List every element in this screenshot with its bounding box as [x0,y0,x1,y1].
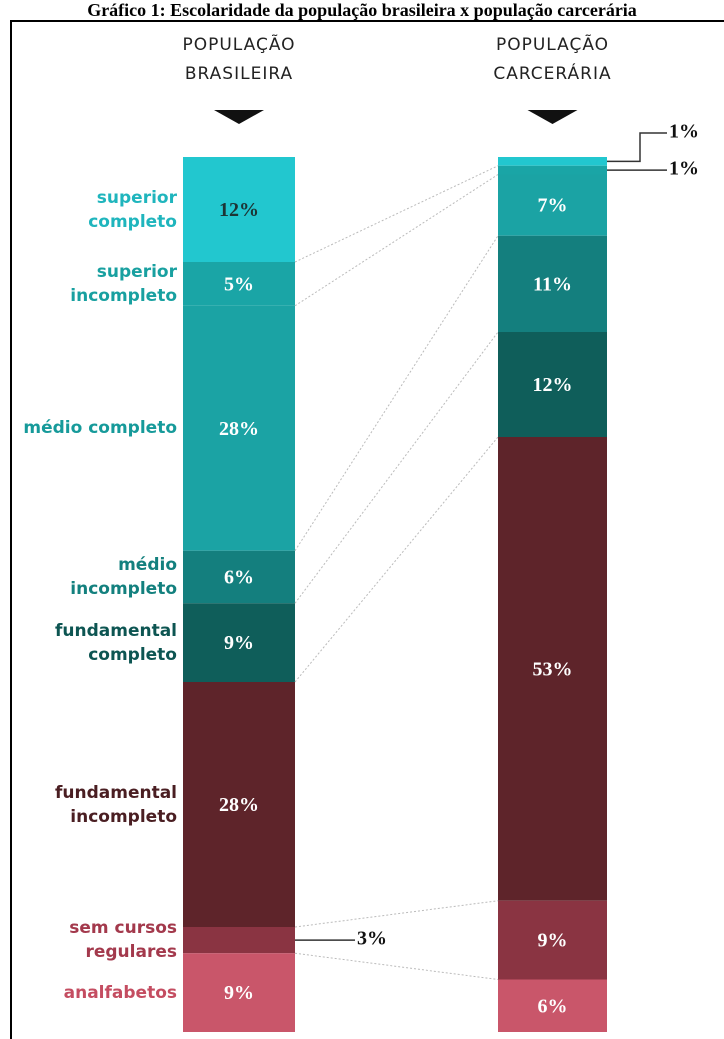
series-label: médio completo [23,418,177,439]
series-label: fundamental completo [54,620,177,665]
callout-line [607,132,667,163]
series-label: médio incompleto [70,555,177,599]
value-label: 7% [538,195,568,217]
bar-segment [498,979,607,1032]
series-label: fundamental incompleto [54,782,177,827]
bar-segment [498,235,607,332]
value-label: 28% [219,794,259,816]
series-label: analfabetos [63,982,177,1003]
value-label: 9% [224,632,254,654]
connector [294,174,499,307]
arrow [527,110,578,124]
connector [294,165,499,263]
value-label: 3% [357,928,387,950]
bar-segment [183,157,295,262]
arrow [214,110,264,124]
value-label: 5% [224,273,254,295]
series-label: superior completo [88,187,177,232]
bar-segment [183,953,295,1032]
connector [294,436,499,683]
value-label: 53% [533,658,573,680]
value-label: 9% [538,930,568,952]
bar-segment [183,550,295,604]
bar-segment [498,157,607,166]
connector [294,900,499,928]
series-label: sem cursos regulares [69,918,177,963]
column-header: POPULAÇÃO CARCERÁRIA [493,35,612,84]
bar-segment [183,927,295,954]
bar-segment [183,262,295,306]
bar-segment [183,603,295,682]
connector [294,331,499,604]
bar-segment [498,332,607,437]
value-label: 6% [224,567,254,589]
value-label: 1% [669,121,699,143]
bar-segment [183,305,295,551]
value-label: 12% [533,374,573,396]
bar-segment [498,900,607,980]
value-label: 1% [669,158,699,180]
value-label: 6% [538,995,568,1017]
bar-segment [183,682,295,927]
chart-title: Gráfico 1: Escolaridade da população bra… [87,0,637,20]
value-label: 11% [533,273,572,295]
value-label: 28% [219,418,259,440]
value-label: 9% [224,982,254,1004]
bar-segment [498,174,607,236]
series-label: superior incompleto [70,261,177,306]
column-header: POPULAÇÃO BRASILEIRA [182,35,296,84]
value-label: 12% [219,199,259,221]
bar-segment [498,437,607,901]
connector [294,235,499,552]
bar-segment [498,165,607,175]
frame [10,20,724,1039]
connector [294,952,499,980]
